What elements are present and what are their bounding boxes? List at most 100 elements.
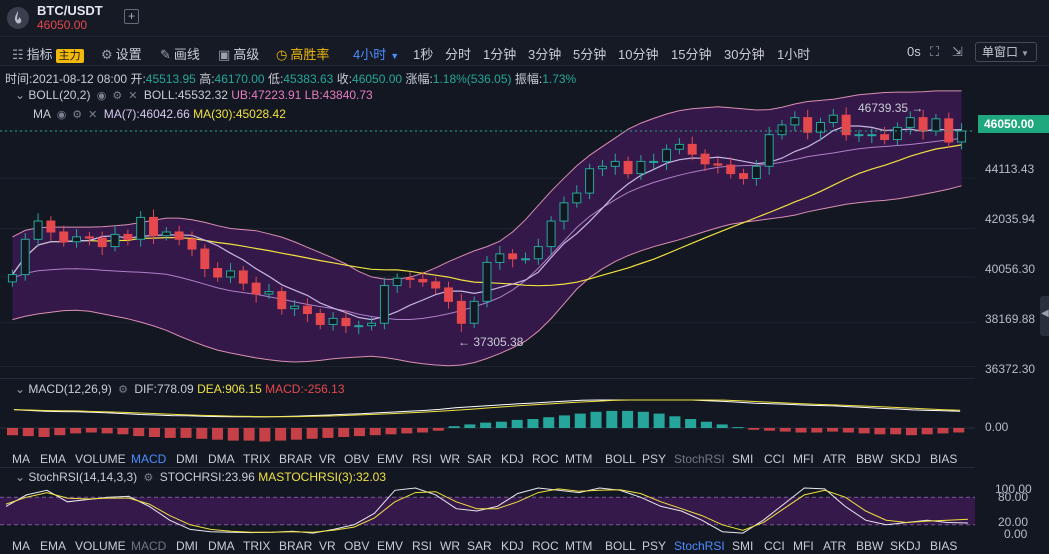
close-icon[interactable]: ✕ (88, 109, 98, 121)
indicator-tab-mtm[interactable]: MTM (565, 539, 593, 553)
interval-timeline[interactable]: 分时 (445, 47, 472, 62)
main-tag[interactable]: 主力 (55, 49, 84, 63)
collapse-icon[interactable]: ⌄ (15, 382, 26, 396)
gear-icon[interactable]: ⚙ (118, 384, 128, 396)
collapse-icon[interactable]: ⌄ (15, 88, 26, 102)
interval-dropdown[interactable]: 4小时 ▼ (353, 44, 399, 63)
settings-button[interactable]: ⚙ 设置 (101, 44, 142, 63)
indicator-tab-volume[interactable]: VOLUME (75, 452, 126, 466)
pair-name[interactable]: BTC/USDT (37, 3, 103, 18)
macd-chart[interactable] (0, 398, 975, 446)
indicator-tab-mfi[interactable]: MFI (793, 452, 814, 466)
gear-icon[interactable]: ⚙ (72, 109, 83, 121)
indicator-tab-smi[interactable]: SMI (732, 452, 754, 466)
indicator-tab-cci[interactable]: CCI (764, 452, 785, 466)
interval-15m[interactable]: 15分钟 (671, 47, 712, 62)
indicator-tab-boll[interactable]: BOLL (605, 539, 636, 553)
indicator-tab-vr[interactable]: VR (319, 539, 336, 553)
gear-icon[interactable]: ⚙ (143, 472, 154, 484)
indicator-tab-kdj[interactable]: KDJ (501, 539, 524, 553)
stochrsi-chart[interactable] (0, 485, 975, 537)
indicator-tab-dma[interactable]: DMA (208, 452, 235, 466)
indicator-tab-boll[interactable]: BOLL (605, 452, 636, 466)
indicator-tab-atr[interactable]: ATR (823, 539, 847, 553)
indicator-tab-ema[interactable]: EMA (40, 539, 67, 553)
indicator-tab-ema[interactable]: EMA (40, 452, 67, 466)
indicator-tab-rsi[interactable]: RSI (412, 452, 433, 466)
add-pair-button[interactable]: + (124, 9, 139, 24)
collapse-icon[interactable]: ⌄ (15, 470, 26, 484)
indicator-tab-skdj[interactable]: SKDJ (890, 539, 921, 553)
pane-divider[interactable] (0, 467, 975, 468)
price-chart[interactable] (0, 86, 975, 378)
indicators-button[interactable]: ☷ 指标 主力 (12, 44, 84, 63)
indicator-tab-roc[interactable]: ROC (532, 539, 559, 553)
macd-bar (148, 428, 160, 437)
indicator-tab-vr[interactable]: VR (319, 452, 336, 466)
indicator-tab-sar[interactable]: SAR (467, 452, 492, 466)
indicator-tab-wr[interactable]: WR (440, 452, 460, 466)
close-icon[interactable]: ✕ (128, 90, 138, 102)
indicator-tab-smi[interactable]: SMI (732, 539, 754, 553)
indicator-tab-cci[interactable]: CCI (764, 539, 785, 553)
indicator-tab-mfi[interactable]: MFI (793, 539, 814, 553)
indicator-tab-emv[interactable]: EMV (377, 452, 404, 466)
indicator-tab-macd[interactable]: MACD (131, 452, 167, 466)
indicator-tab-trix[interactable]: TRIX (243, 539, 271, 553)
indicator-tab-roc[interactable]: ROC (532, 452, 559, 466)
advanced-button[interactable]: ▣ 高级 (218, 44, 259, 63)
indicator-tab-volume[interactable]: VOLUME (75, 539, 126, 553)
indicator-tab-psy[interactable]: PSY (642, 539, 667, 553)
winrate-button[interactable]: ◷ 高胜率 (276, 44, 329, 63)
interval-1h[interactable]: 1小时 (777, 47, 811, 62)
interval-1m[interactable]: 1分钟 (483, 47, 517, 62)
indicator-tab-wr[interactable]: WR (440, 539, 460, 553)
indicator-tab-macd[interactable]: MACD (131, 539, 167, 553)
indicator-tab-skdj[interactable]: SKDJ (890, 452, 921, 466)
indicator-tab-psy[interactable]: PSY (642, 452, 667, 466)
indicator-tab-bbw[interactable]: BBW (856, 452, 884, 466)
close-value: 46050.00 (352, 72, 403, 86)
indicator-tab-mtm[interactable]: MTM (565, 452, 593, 466)
interval-1s[interactable]: 1秒 (413, 47, 434, 62)
indicator-tab-kdj[interactable]: KDJ (501, 452, 524, 466)
price-axis[interactable]: 44113.43 42035.94 40056.30 38169.88 3637… (975, 88, 1049, 378)
eye-icon[interactable]: ◉ (96, 90, 107, 102)
low-mark-value: 37305.38 (473, 335, 524, 349)
indicator-tab-bias[interactable]: BIAS (930, 539, 958, 553)
draw-button[interactable]: ✎ 画线 (160, 44, 200, 63)
indicator-tab-emv[interactable]: EMV (377, 539, 404, 553)
interval-5m[interactable]: 5分钟 (573, 47, 607, 62)
indicator-tab-trix[interactable]: TRIX (243, 452, 271, 466)
shrink-icon[interactable]: ⇲ (952, 44, 963, 59)
window-mode-select[interactable]: 单窗口 ▼ (975, 42, 1037, 62)
indicator-tab-obv[interactable]: OBV (344, 539, 370, 553)
pane-divider[interactable] (0, 378, 975, 379)
indicator-tab-ma[interactable]: MA (12, 452, 30, 466)
indicator-tab-sar[interactable]: SAR (467, 539, 492, 553)
indicator-tab-brar[interactable]: BRAR (279, 539, 313, 553)
indicator-tab-atr[interactable]: ATR (823, 452, 847, 466)
macd-bar (306, 428, 318, 439)
indicator-tab-bias[interactable]: BIAS (930, 452, 958, 466)
indicator-tab-obv[interactable]: OBV (344, 452, 370, 466)
indicator-tab-brar[interactable]: BRAR (279, 452, 313, 466)
indicator-tab-rsi[interactable]: RSI (412, 539, 433, 553)
eye-icon[interactable]: ◉ (56, 109, 67, 121)
interval-10m[interactable]: 10分钟 (618, 47, 659, 62)
side-panel-handle[interactable]: ◀ (1040, 296, 1049, 336)
candle-body (72, 236, 82, 243)
fullscreen-icon[interactable]: ⛶ (930, 44, 940, 59)
indicator-tab-dma[interactable]: DMA (208, 539, 235, 553)
indicator-tab-stochrsi[interactable]: StochRSI (674, 539, 725, 553)
candle-body (123, 233, 133, 240)
indicator-tab-stochrsi[interactable]: StochRSI (674, 452, 725, 466)
indicator-tab-ma[interactable]: MA (12, 539, 30, 553)
indicator-tab-bbw[interactable]: BBW (856, 539, 884, 553)
interval-3m[interactable]: 3分钟 (528, 47, 562, 62)
indicator-tab-dmi[interactable]: DMI (176, 452, 198, 466)
gear-icon[interactable]: ⚙ (112, 90, 123, 102)
interval-30m[interactable]: 30分钟 (724, 47, 765, 62)
indicator-tab-dmi[interactable]: DMI (176, 539, 198, 553)
macd-bar (7, 428, 19, 436)
